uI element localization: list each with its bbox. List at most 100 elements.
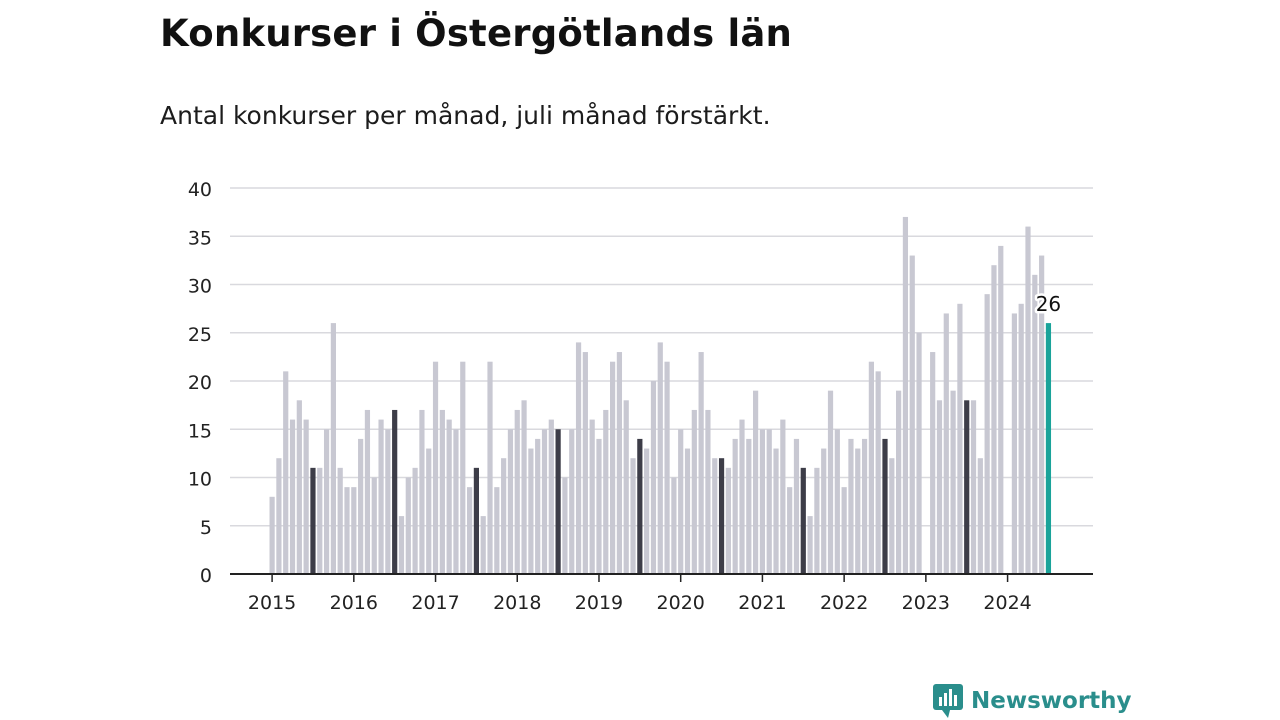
brand-logo[interactable]: Newsworthy — [933, 684, 1132, 718]
bar — [555, 429, 561, 574]
bar — [957, 303, 963, 574]
x-tick-label: 2018 — [493, 592, 541, 614]
bar — [323, 429, 330, 574]
bar — [1011, 313, 1017, 574]
bar — [718, 458, 725, 574]
bar — [644, 448, 650, 574]
bar — [596, 438, 602, 574]
bar — [541, 429, 548, 574]
bar — [289, 419, 296, 574]
bar — [977, 458, 983, 574]
bar — [317, 467, 323, 574]
bar — [528, 448, 534, 574]
bar — [882, 438, 888, 574]
bar — [861, 438, 868, 574]
bar — [405, 477, 411, 574]
chart-subtitle: Antal konkurser per månad, juli månad fö… — [160, 101, 771, 130]
y-tick-label: 5 — [200, 517, 212, 539]
bar — [950, 390, 956, 574]
bar — [698, 352, 704, 574]
x-tick-label: 2019 — [575, 592, 623, 614]
bar — [1045, 323, 1052, 574]
bar — [855, 448, 861, 574]
bar — [909, 255, 915, 575]
bar — [787, 487, 793, 574]
bar — [691, 409, 697, 574]
bar — [916, 332, 922, 574]
bar — [725, 467, 731, 574]
bar — [269, 496, 275, 574]
bar — [712, 458, 718, 574]
bar — [684, 448, 691, 574]
bar — [868, 361, 874, 574]
bar — [793, 438, 800, 574]
bar — [930, 352, 936, 574]
bar — [480, 516, 486, 574]
bar — [351, 487, 357, 574]
bar — [753, 390, 759, 574]
x-tick-label: 2024 — [983, 592, 1031, 614]
bar — [841, 487, 847, 574]
bar — [575, 342, 582, 574]
bar-chart: 0 5 10 15 20 25 30 35 40 2015 2016 2017 2018 2019 2020… — [188, 179, 1093, 614]
bar — [378, 419, 384, 574]
x-tick-label: 2020 — [657, 592, 705, 614]
bar — [296, 400, 302, 574]
bar — [814, 467, 820, 574]
bar — [678, 429, 684, 574]
bar — [466, 487, 473, 574]
bar — [562, 477, 568, 574]
bar — [548, 419, 554, 574]
bar — [432, 361, 439, 574]
bar — [344, 487, 350, 574]
y-tick-label: 30 — [188, 276, 212, 298]
x-tick-label: 2021 — [738, 592, 786, 614]
bar — [984, 294, 990, 574]
bar — [521, 400, 527, 574]
bar — [412, 467, 418, 574]
bar — [610, 361, 616, 574]
y-tick-label: 35 — [188, 227, 212, 249]
bar — [630, 458, 636, 574]
bar — [283, 371, 289, 574]
bar — [460, 361, 466, 574]
bar — [780, 419, 786, 574]
bar — [385, 429, 391, 574]
bar — [1032, 274, 1038, 574]
bar — [358, 438, 364, 574]
x-tick-label: 2023 — [902, 592, 950, 614]
bar — [494, 487, 500, 574]
bar — [746, 438, 752, 574]
bar — [398, 516, 405, 574]
bar — [848, 438, 854, 574]
bar — [535, 438, 541, 574]
y-tick-label: 0 — [200, 565, 212, 587]
bar — [964, 400, 970, 574]
data-label: 26 — [1036, 292, 1061, 316]
bar — [732, 438, 738, 574]
bar — [364, 409, 371, 574]
bar — [739, 419, 745, 574]
bar — [889, 458, 895, 574]
bar — [426, 448, 432, 574]
brand-name: Newsworthy — [971, 688, 1132, 714]
bar — [582, 352, 588, 574]
bar — [650, 381, 657, 574]
bar — [371, 477, 377, 574]
bar — [991, 265, 997, 574]
bar — [1039, 255, 1045, 575]
bar — [487, 361, 493, 574]
bar — [569, 429, 575, 574]
bar — [303, 419, 309, 574]
bar — [473, 467, 479, 574]
bar — [507, 429, 514, 574]
bar — [337, 467, 343, 574]
bar — [671, 477, 677, 574]
bar — [970, 400, 977, 574]
y-tick-label: 25 — [188, 324, 212, 346]
bar — [439, 409, 445, 574]
bar — [943, 313, 949, 574]
bar — [501, 458, 507, 574]
bar — [589, 419, 595, 574]
chart-title: Konkurser i Östergötlands län — [160, 12, 793, 55]
